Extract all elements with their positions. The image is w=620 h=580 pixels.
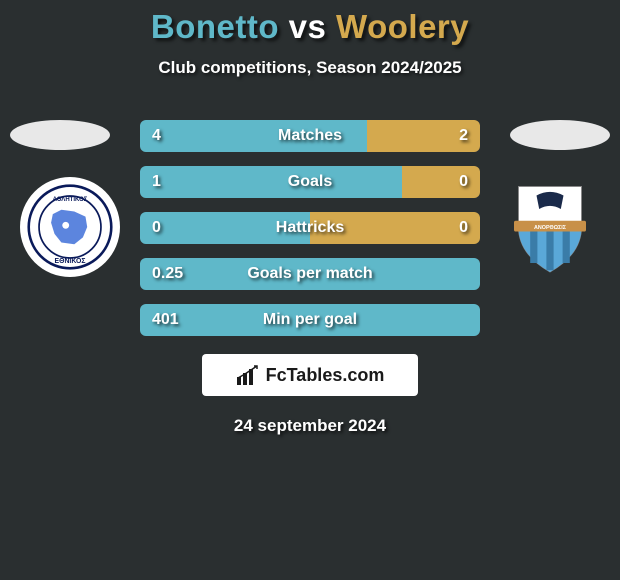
stat-label: Goals	[288, 173, 332, 191]
anorthosis-crest-icon: ΑΝΟΡΘΩΣΙΣ	[505, 177, 595, 277]
stat-value-left: 1	[152, 173, 161, 191]
club-crest-left: ΑΘΛΗΤΙΚΟΣ ΕΘΝΙΚΟΣ	[20, 177, 120, 277]
bar-left	[140, 166, 402, 198]
stat-value-left: 0	[152, 219, 161, 237]
stat-row-goals-per-match: Goals per match 0.25	[140, 258, 480, 290]
date-label: 24 september 2024	[0, 416, 620, 436]
stat-value-left: 0.25	[152, 265, 183, 283]
fctables-logo-icon	[236, 365, 260, 385]
stats-rows: Matches 4 2 Goals 1 0 Hattricks 0 0 Goals per mat…	[140, 120, 480, 336]
stat-label: Goals per match	[247, 265, 372, 283]
stat-row-min-per-goal: Min per goal 401	[140, 304, 480, 336]
stat-row-hattricks: Hattricks 0 0	[140, 212, 480, 244]
subtitle: Club competitions, Season 2024/2025	[0, 58, 620, 78]
brand-badge: FcTables.com	[202, 354, 418, 396]
stat-value-right: 0	[459, 173, 468, 191]
stat-label: Min per goal	[263, 311, 357, 329]
bar-right	[402, 166, 480, 198]
page-title: Bonetto vs Woolery	[0, 0, 620, 46]
brand-text: FcTables.com	[266, 365, 385, 386]
player2-avatar-placeholder	[510, 120, 610, 150]
player1-name: Bonetto	[151, 8, 279, 45]
club-crest-right: ΑΝΟΡΘΩΣΙΣ	[500, 177, 600, 277]
stat-row-goals: Goals 1 0	[140, 166, 480, 198]
stat-row-matches: Matches 4 2	[140, 120, 480, 152]
svg-text:ΑΘΛΗΤΙΚΟΣ: ΑΘΛΗΤΙΚΟΣ	[53, 197, 88, 203]
stat-label: Matches	[278, 127, 342, 145]
svg-text:ΑΝΟΡΘΩΣΙΣ: ΑΝΟΡΘΩΣΙΣ	[534, 225, 567, 231]
ethnikos-crest-icon: ΑΘΛΗΤΙΚΟΣ ΕΘΝΙΚΟΣ	[27, 184, 113, 270]
player1-avatar-placeholder	[10, 120, 110, 150]
player2-name: Woolery	[336, 8, 469, 45]
stat-value-right: 2	[459, 127, 468, 145]
svg-text:ΕΘΝΙΚΟΣ: ΕΘΝΙΚΟΣ	[55, 258, 86, 265]
comparison-content: ΑΘΛΗΤΙΚΟΣ ΕΘΝΙΚΟΣ ΑΝΟΡΘΩΣΙΣ Matches 4 2 Goa…	[0, 120, 620, 436]
stat-value-left: 401	[152, 311, 179, 329]
vs-separator: vs	[279, 8, 336, 45]
stat-value-right: 0	[459, 219, 468, 237]
stat-value-left: 4	[152, 127, 161, 145]
stat-label: Hattricks	[276, 219, 344, 237]
